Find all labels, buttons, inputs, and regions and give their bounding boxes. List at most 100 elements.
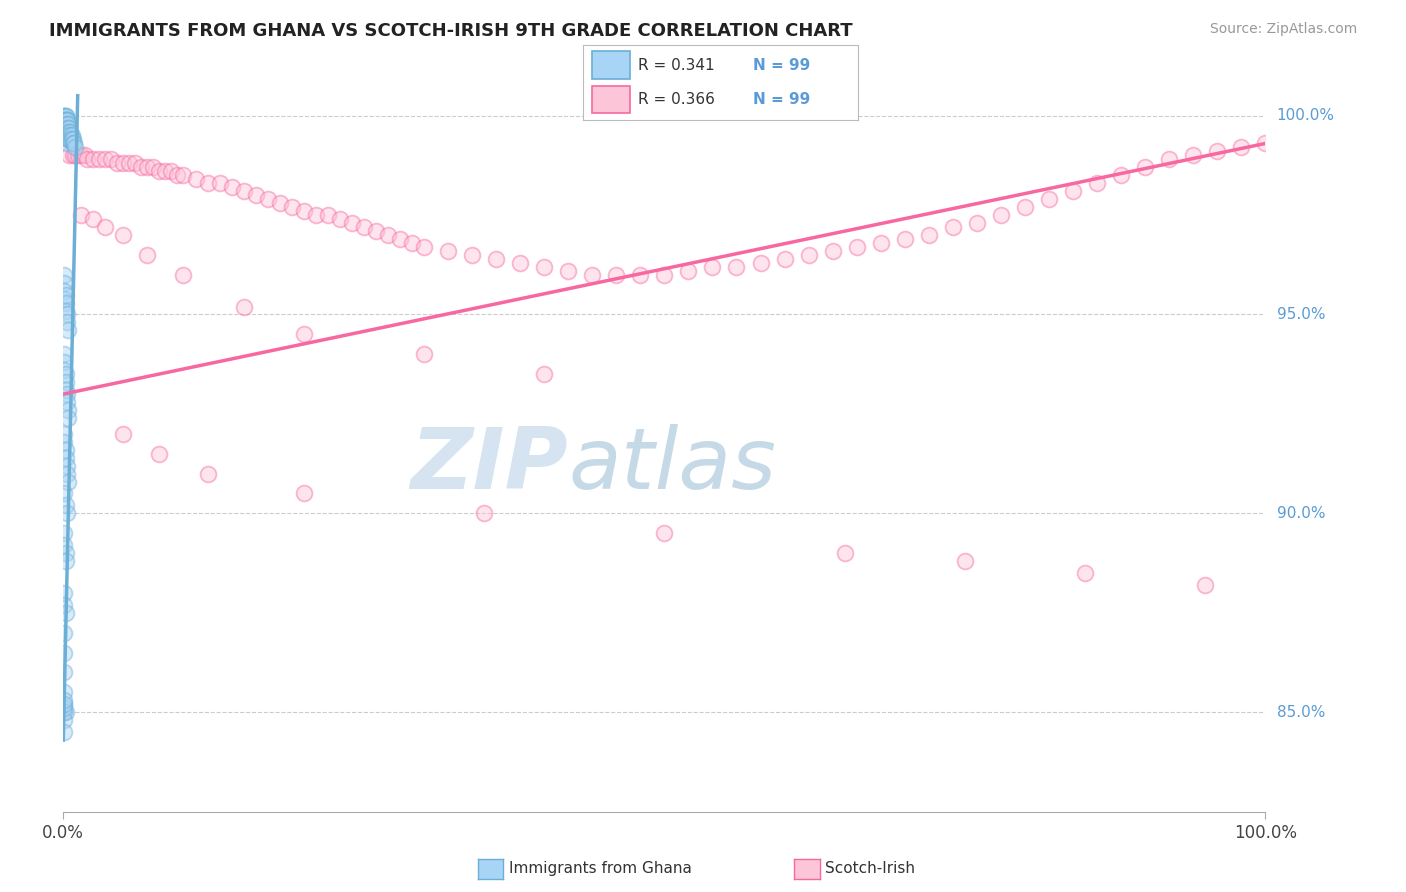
Point (63, 136, 86, 151)
Text: 90.0%: 90.0% (1277, 506, 1324, 521)
Point (208, 176, 231, 190)
Text: 85.0%: 85.0% (1277, 705, 1324, 720)
Point (53, 120, 76, 135)
Point (55, 367, 77, 381)
Point (413, 347, 436, 361)
Point (112, 227, 135, 242)
Point (472, 507, 495, 521)
Point (53, 713, 76, 727)
Text: atlas: atlas (568, 425, 776, 508)
Point (56, 387, 79, 401)
Point (55, 442, 77, 457)
Point (56, 507, 79, 521)
Point (53, 117, 76, 131)
Point (1085, 176, 1108, 190)
Point (53, 268, 76, 282)
Text: R = 0.341: R = 0.341 (638, 58, 714, 72)
Point (148, 447, 170, 461)
Point (557, 264, 579, 278)
Point (65, 148, 87, 162)
Point (94, 219, 117, 234)
Point (678, 264, 700, 278)
Point (148, 164, 170, 178)
Point (461, 248, 484, 262)
Point (533, 367, 555, 381)
Point (53, 698, 76, 712)
Point (702, 260, 724, 274)
Point (845, 240, 868, 254)
Point (53, 292, 76, 306)
Point (55, 117, 77, 131)
Point (55, 287, 77, 301)
Point (485, 252, 508, 266)
Point (89, 153, 111, 167)
Point (773, 252, 796, 266)
Point (280, 200, 302, 214)
Point (70, 148, 93, 162)
Point (65, 140, 87, 154)
Point (53, 586, 76, 600)
Point (53, 109, 76, 123)
Text: N = 99: N = 99 (754, 58, 811, 72)
Point (894, 232, 917, 246)
Point (834, 546, 856, 560)
Point (56, 120, 79, 135)
Point (55, 295, 77, 310)
Point (70, 208, 93, 222)
Text: ZIP: ZIP (411, 425, 568, 508)
Point (112, 156, 135, 170)
Point (53, 347, 76, 361)
Point (966, 216, 988, 230)
Point (628, 268, 651, 282)
Point (55, 120, 77, 135)
Point (197, 467, 219, 481)
Point (401, 235, 423, 250)
Point (56, 458, 79, 473)
Point (329, 212, 352, 227)
Point (59, 124, 82, 138)
Point (58, 120, 80, 135)
Point (172, 268, 194, 282)
Point (56, 323, 79, 337)
Point (1254, 136, 1277, 151)
Text: 100.0%: 100.0% (1277, 108, 1334, 123)
Point (990, 208, 1012, 222)
Point (53, 117, 76, 131)
Point (53, 685, 76, 699)
Point (53, 276, 76, 290)
Point (292, 204, 315, 219)
Text: 95.0%: 95.0% (1277, 307, 1324, 322)
Point (55, 124, 77, 138)
Point (245, 188, 267, 202)
Bar (592, 86, 630, 112)
Point (509, 256, 531, 270)
Point (232, 300, 254, 314)
Point (55, 120, 77, 135)
Point (197, 176, 219, 190)
Text: N = 99: N = 99 (754, 92, 811, 107)
Point (1230, 140, 1253, 154)
Point (56, 403, 79, 417)
Point (55, 499, 77, 513)
Point (100, 153, 122, 167)
Point (377, 227, 399, 242)
Point (136, 248, 159, 262)
Point (60, 128, 83, 143)
Point (53, 363, 76, 377)
Point (184, 172, 207, 186)
Point (55, 383, 77, 397)
Point (292, 486, 315, 500)
Point (124, 156, 146, 170)
Point (82, 212, 104, 227)
Point (53, 538, 76, 552)
Point (60, 132, 83, 146)
Point (56, 475, 79, 489)
Point (437, 244, 460, 258)
Point (1074, 566, 1097, 580)
Point (76, 153, 98, 167)
Point (82, 153, 104, 167)
Point (55, 303, 77, 318)
Point (53, 698, 76, 712)
Point (136, 161, 159, 175)
Point (1182, 148, 1205, 162)
